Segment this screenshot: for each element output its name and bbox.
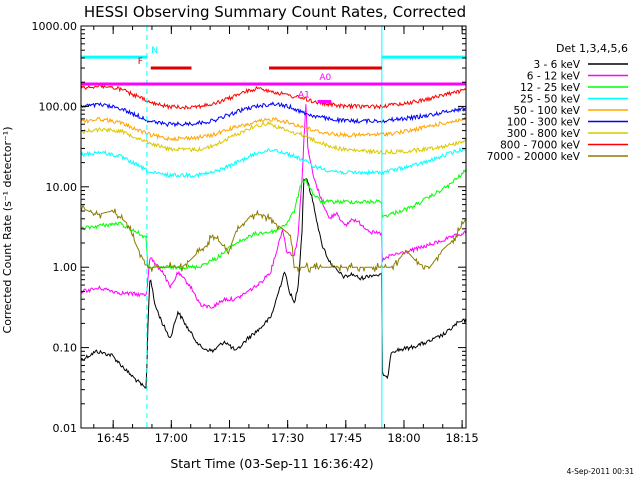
plot-frame [80,25,467,429]
axes: 0.01 0.10 1.00 10.00 100.00 1000.00 16:45 17:00… [32,20,479,445]
series-line-2 [80,104,467,310]
series-line-1 [80,178,467,389]
legend-label: 300 - 800 keV [507,128,581,140]
y-tick-label: 1000.00 [32,20,78,33]
x-tick-label: 16:45 [97,431,130,445]
series-line-6 [80,101,467,128]
legend-label: 50 - 100 keV [513,105,580,117]
x-tick-label: 17:45 [329,431,362,445]
x-tick-label: 17:30 [271,431,304,445]
series-line-3 [80,169,467,271]
plot-area: NF A0 A1 [80,26,467,428]
legend-label: 12 - 25 keV [520,82,581,94]
x-axis-label: Start Time (03-Sep-11 16:36:42) [170,456,373,471]
x-tick-label: 17:00 [155,431,188,445]
legend-label: 800 - 7000 keV [500,140,581,152]
y-tick-label: 1.00 [53,261,78,274]
series-line-9 [80,204,467,273]
legend-title: Det 1,3,4,5,6 [556,42,628,55]
series-line-8 [80,83,467,111]
y-tick-label: 100.00 [39,100,78,113]
flag-label-f: F [138,57,143,67]
series-line-7 [80,120,467,156]
legend-label: 3 - 6 keV [533,59,580,71]
x-tick-label: 18:00 [387,431,420,445]
y-tick-label: 10.00 [46,181,78,194]
flag-label-a0: A0 [319,73,331,83]
chart-title: HESSI Observing Summary Count Rates, Cor… [84,3,466,21]
legend-label: 100 - 300 keV [507,117,581,129]
flag-label-a1: A1 [298,91,310,101]
x-tick-label: 17:15 [213,431,246,445]
series-line-5 [80,116,467,142]
y-tick-label: 0.10 [53,342,78,355]
series-line-4 [80,146,467,179]
y-axis-label: Corrected Count Rate (s⁻¹ detector⁻¹) [1,127,14,334]
flag-label-n: N [151,46,158,56]
y-tick-label: 0.01 [53,422,78,435]
footer-timestamp: 4-Sep-2011 00:31 [567,467,635,476]
legend-label: 7000 - 20000 keV [487,151,581,163]
legend-label: 6 - 12 keV [527,71,581,83]
x-tick-label: 18:15 [446,431,479,445]
legend-label: 25 - 50 keV [520,94,581,106]
